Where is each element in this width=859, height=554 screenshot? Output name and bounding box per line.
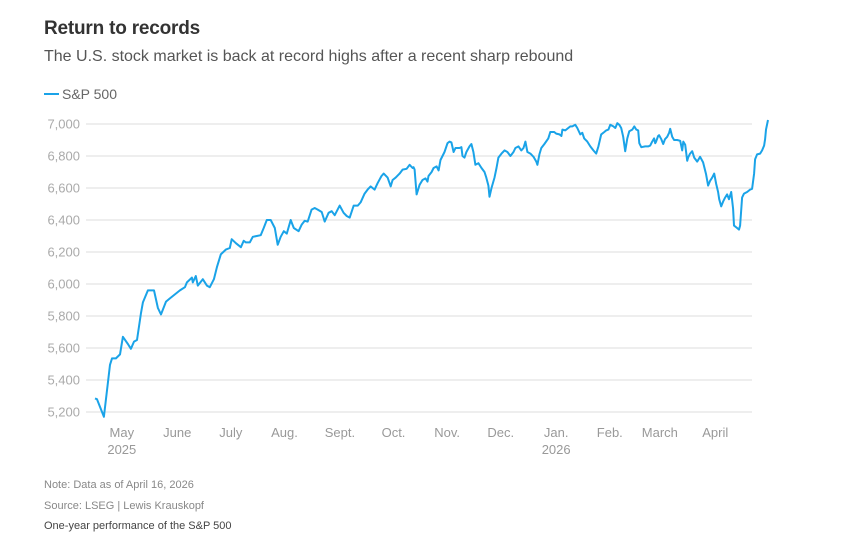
x-tick-label: Sept. <box>325 425 355 440</box>
y-tick-label: 6,000 <box>47 277 80 292</box>
y-tick-label: 6,200 <box>47 245 80 260</box>
y-axis-ticks: 7,000 6,800 6,600 6,400 6,200 6,000 5,800 5,600… <box>47 117 80 420</box>
y-tick-label: 5,200 <box>47 405 80 420</box>
y-tick-label: 6,800 <box>47 149 80 164</box>
y-tick-label: 6,400 <box>47 213 80 228</box>
x-tick-label: Dec. <box>487 425 514 440</box>
y-tick-label: 5,800 <box>47 309 80 324</box>
x-tick-label: May <box>110 425 135 440</box>
x-tick-label: Feb. <box>597 425 623 440</box>
x-tick-label: June <box>163 425 191 440</box>
x-tick-label: Oct. <box>382 425 406 440</box>
x-tick-label: Aug. <box>271 425 298 440</box>
x-tick-year-label: 2026 <box>542 442 571 457</box>
footer-caption: One-year performance of the S&P 500 <box>44 520 232 532</box>
footer-source: Source: LSEG | Lewis Krauskopf <box>44 500 204 512</box>
y-tick-label: 5,600 <box>47 341 80 356</box>
legend-label-sp500: S&P 500 <box>62 86 118 102</box>
y-tick-label: 5,400 <box>47 373 80 388</box>
x-tick-label: Nov. <box>434 425 460 440</box>
x-tick-label: Jan. <box>544 425 569 440</box>
legend-swatch-sp500 <box>44 93 59 95</box>
legend: S&P 500 <box>44 86 117 102</box>
x-tick-label: March <box>642 425 678 440</box>
x-tick-label: July <box>219 425 243 440</box>
series-layer <box>94 119 769 418</box>
footer-note: Note: Data as of April 16, 2026 <box>44 479 194 491</box>
x-tick-label: April <box>702 425 728 440</box>
x-tick-year-label: 2025 <box>107 442 136 457</box>
y-tick-label: 7,000 <box>47 117 80 132</box>
y-tick-label: 6,600 <box>47 181 80 196</box>
series-line-sp500 <box>94 119 769 418</box>
chart-subtitle: The U.S. stock market is back at record … <box>44 48 574 65</box>
gridlines <box>86 123 752 413</box>
x-axis-ticks: May 2025 June July Aug. Sept. Oct. Nov. Dec. Jan.… <box>107 425 728 457</box>
chart-title: Return to records <box>44 18 201 39</box>
